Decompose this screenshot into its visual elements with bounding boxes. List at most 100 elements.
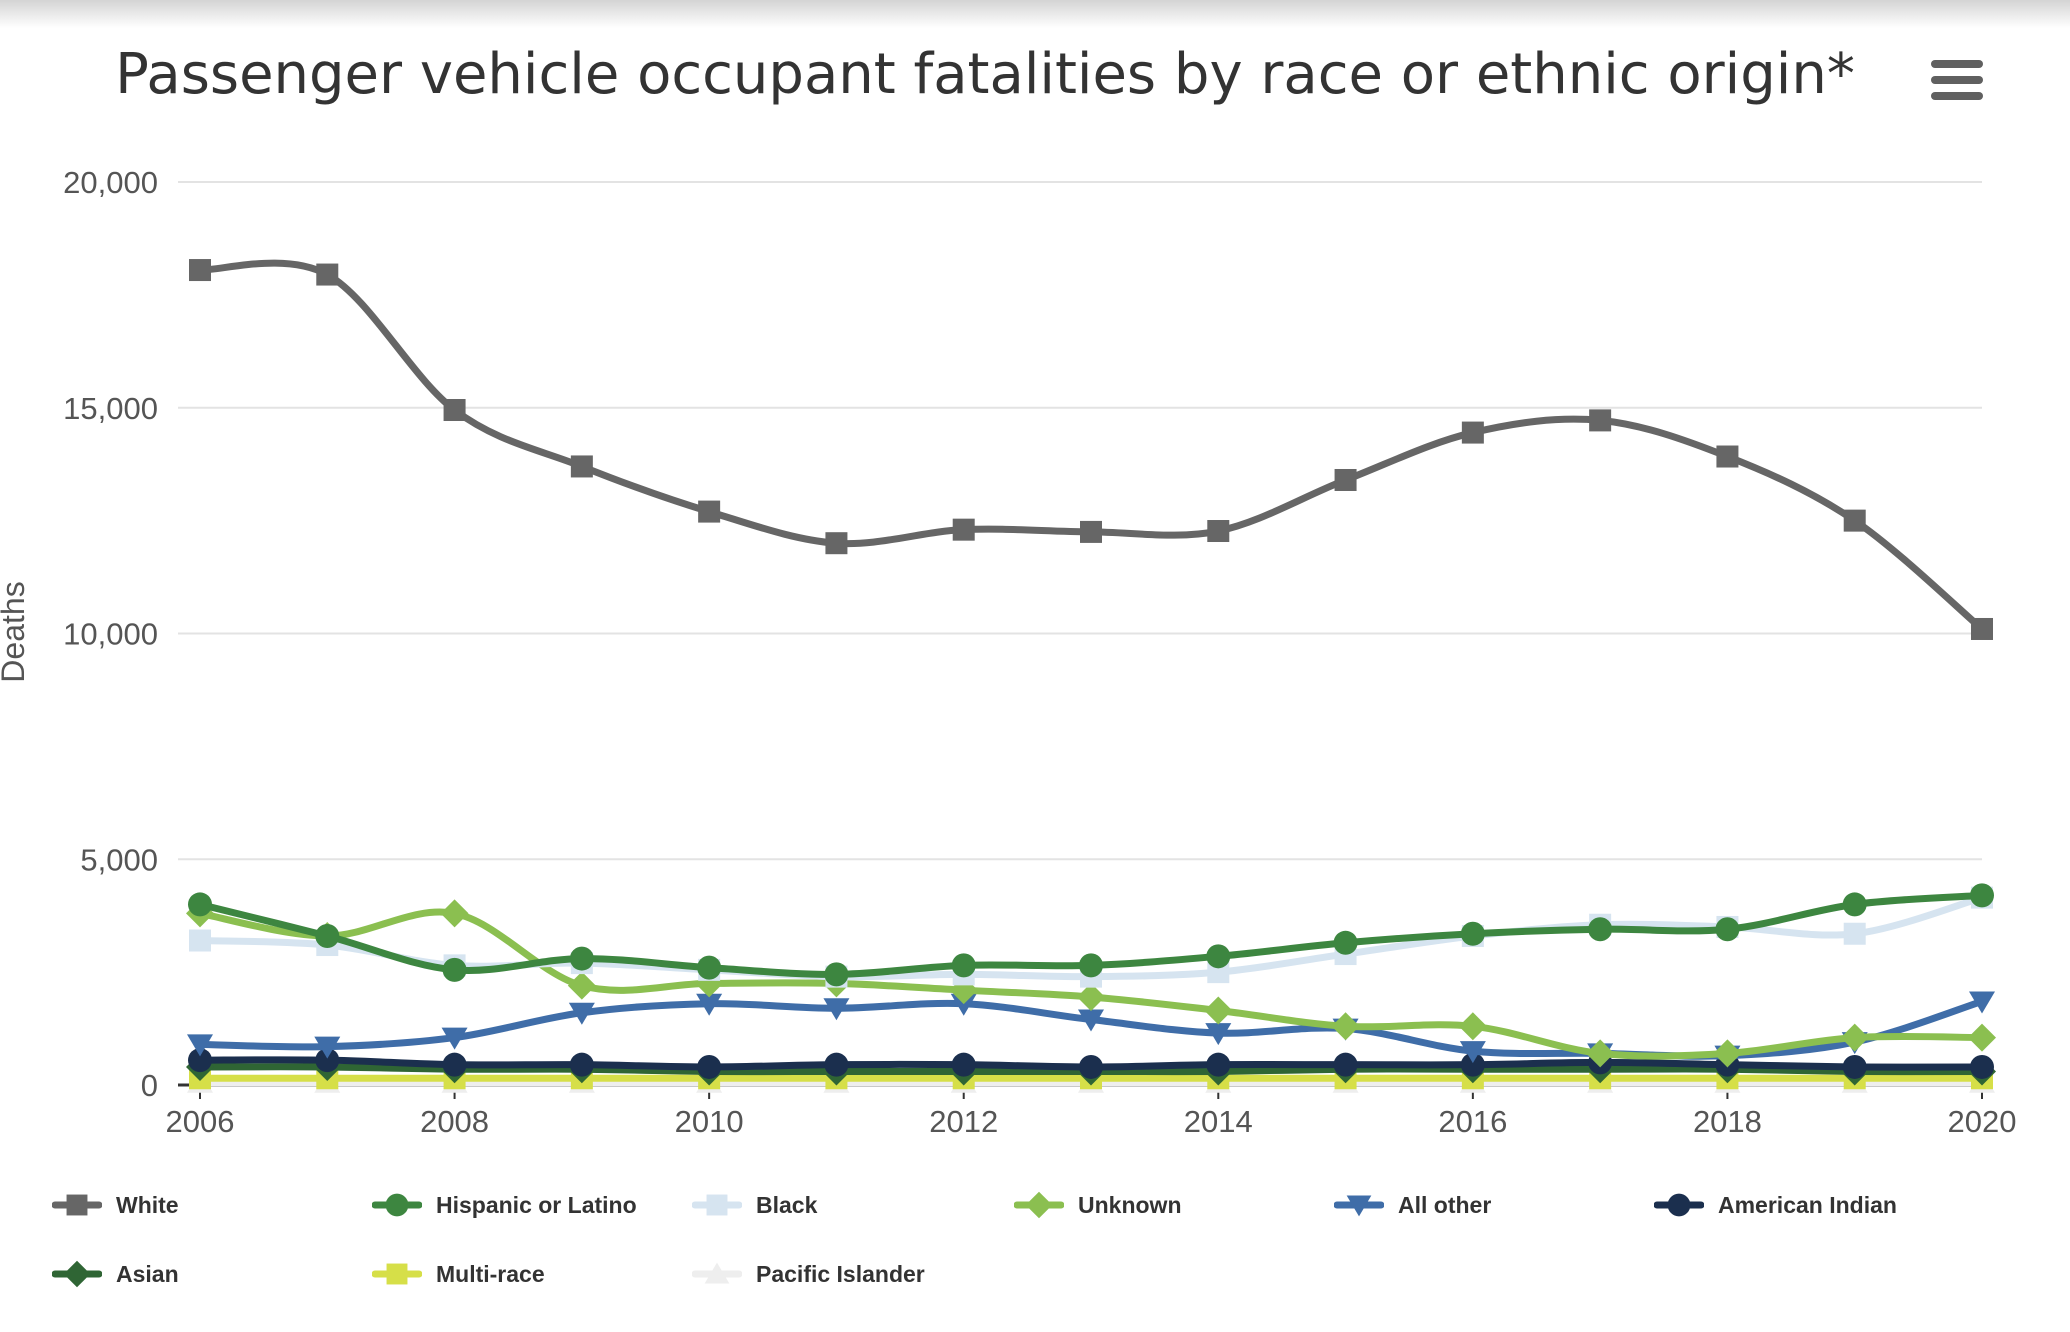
data-point[interactable] [568,1002,595,1025]
legend-item[interactable]: Pacific Islander [692,1254,925,1294]
data-point[interactable] [440,899,469,928]
data-point[interactable] [315,1048,340,1073]
series-white[interactable] [189,259,1993,640]
x-tick-label: 2010 [675,1104,744,1139]
legend-item[interactable]: White [52,1185,179,1225]
x-tick-label: 2020 [1948,1104,2017,1139]
data-point[interactable] [1458,1012,1487,1041]
series-line[interactable] [196,259,1986,633]
legend-item[interactable]: American Indian [1654,1185,1897,1225]
data-point[interactable] [1077,982,1105,1011]
series-hispanic-or-latino[interactable] [188,883,1994,987]
x-tick-label: 2018 [1693,1104,1762,1139]
series-american-indian[interactable] [188,1048,1994,1079]
legend-symbol-icon [1014,1191,1064,1219]
y-tick-label: 10,000 [63,617,158,652]
data-point[interactable] [1716,445,1739,468]
data-point[interactable] [1204,996,1233,1025]
data-point[interactable] [1842,892,1867,917]
data-point[interactable] [1333,1052,1358,1077]
data-point[interactable] [1078,1009,1104,1032]
x-tick-label: 2016 [1438,1104,1507,1139]
data-point[interactable] [1205,1023,1232,1046]
data-point[interactable] [1589,409,1612,432]
data-point[interactable] [1079,1054,1103,1079]
data-point[interactable] [823,998,850,1021]
data-point[interactable] [1331,1012,1360,1041]
data-point[interactable] [188,892,212,917]
legend-label: Hispanic or Latino [436,1191,637,1218]
data-point[interactable] [315,924,340,949]
data-point[interactable] [1459,1041,1486,1064]
data-point[interactable] [189,929,211,952]
data-point[interactable] [1715,917,1740,942]
data-point[interactable] [443,399,466,422]
legend-item[interactable]: Hispanic or Latino [372,1185,637,1225]
data-point[interactable] [316,263,339,286]
data-point[interactable] [1080,520,1102,543]
data-point[interactable] [1207,520,1230,543]
legend-symbol-icon [692,1262,742,1284]
data-point[interactable] [567,971,596,1000]
legend-item[interactable]: Black [692,1185,817,1225]
data-point[interactable] [441,1027,468,1050]
legend-item[interactable]: Multi-race [372,1254,545,1294]
data-point[interactable] [1968,1023,1996,1052]
y-axis-title: Deaths [0,581,31,682]
data-point[interactable] [1971,617,1993,640]
data-point[interactable] [952,518,975,541]
data-point[interactable] [570,455,593,478]
legend-symbol-icon [372,1263,422,1285]
legend-symbol-icon [1654,1193,1704,1217]
data-point[interactable] [950,993,977,1016]
data-point[interactable] [1461,421,1484,444]
grid-lines [178,181,1982,861]
y-tick-label: 0 [141,1068,158,1103]
data-point[interactable] [188,1048,212,1073]
data-point[interactable] [825,532,848,555]
data-point[interactable] [697,1054,722,1079]
data-point[interactable] [1206,944,1231,969]
data-point[interactable] [442,1052,467,1077]
data-point[interactable] [1842,1054,1867,1079]
chart-menu-button[interactable] [1928,56,1986,104]
data-point[interactable] [951,953,976,978]
data-point[interactable] [696,993,723,1016]
data-point[interactable] [1970,883,1994,908]
data-point[interactable] [442,957,467,982]
legend-label: Black [756,1191,818,1218]
data-point[interactable] [1970,1054,1994,1079]
data-point[interactable] [569,946,594,971]
data-point[interactable] [314,1036,341,1059]
data-point[interactable] [189,259,211,282]
data-point[interactable] [1843,509,1866,532]
x-tick-label: 2008 [420,1104,489,1139]
data-point[interactable] [1586,1039,1615,1068]
data-point[interactable] [1969,991,1995,1014]
legend-item[interactable]: Asian [52,1254,179,1294]
data-point[interactable] [187,1034,213,1057]
data-point[interactable] [1713,1039,1742,1068]
data-point[interactable] [1333,930,1358,955]
data-point[interactable] [1843,922,1866,945]
data-point[interactable] [951,1052,976,1077]
legend-label: Pacific Islander [756,1260,925,1287]
legend-item[interactable]: Unknown [1014,1185,1182,1225]
data-point[interactable] [1588,917,1613,942]
data-point[interactable] [698,500,721,523]
data-point[interactable] [1334,468,1357,491]
data-point[interactable] [1840,1023,1869,1052]
data-point[interactable] [1460,921,1485,946]
legend-item[interactable]: All other [1334,1185,1491,1225]
series-layer [186,259,1996,1093]
legend-label: Multi-race [436,1260,545,1287]
data-point[interactable] [697,955,722,980]
data-point[interactable] [824,962,849,987]
legend-symbol-icon [692,1194,742,1216]
data-point[interactable] [1206,1052,1231,1077]
data-point[interactable] [1460,1052,1485,1077]
data-point[interactable] [569,1052,594,1077]
legend-label: All other [1398,1191,1492,1218]
data-point[interactable] [824,1052,849,1077]
data-point[interactable] [1079,953,1103,978]
